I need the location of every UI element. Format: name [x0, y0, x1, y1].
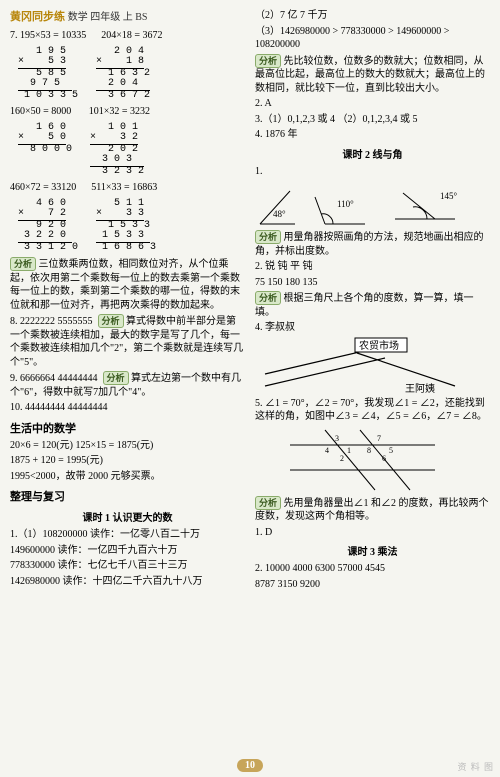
explain-2b: 分析 根据三角尺上各个角的度数，算一算，填一填。	[255, 291, 490, 319]
explain-angles: 分析 用量角器按照画角的方法，规范地画出相应的角，并标出度数。	[255, 230, 490, 258]
calc-row-3: 4 6 0 × 7 2 9 2 0 3 2 2 0 3 3 1 2 0 5 1 …	[18, 199, 245, 254]
q2: 2. A	[255, 97, 490, 111]
lesson2-title: 课时 2 线与角	[255, 146, 490, 161]
calc-row-2: 1 6 0 × 5 0 8 0 0 0 1 0 1 × 3 2 2 0 2 3 …	[18, 123, 245, 178]
svg-text:8: 8	[367, 446, 371, 455]
analysis-tag: 分析	[255, 496, 281, 510]
life-line-2: 1875 + 120 = 1995(元)	[10, 454, 245, 468]
book-header: 黄冈同步练 数学 四年级 上 BS	[10, 8, 245, 24]
q5: 5. ∠1 = 70°，∠2 = 70°，我发现∠1 = ∠2，还能找到这样的角…	[255, 397, 490, 424]
problem-10: 10. 44444444 44444444	[10, 401, 245, 415]
q1-line1: 1.（1）108200000 读作：一亿零八百二十万	[10, 528, 245, 542]
intersecting-lines: 3 1 4 2 7 5 8 6	[285, 425, 445, 495]
calc-row-1: 1 9 5 × 5 3 5 8 5 9 7 5 1 0 3 3 5 2 0 4 …	[18, 47, 245, 102]
subject-label: 数学 四年级 上 BS	[68, 12, 148, 23]
q1d: 1. D	[255, 526, 490, 540]
problem-8: 8. 2222222 5555555 分析 算式得数中前半部分是第一个乘数被连续…	[10, 314, 245, 369]
q3: 3.（1）0,1,2,3 或 4 （2）0,1,2,3,4 或 5	[255, 113, 490, 127]
watermark: 资 料 图	[457, 760, 494, 773]
wang-label: 王阿姨	[405, 382, 435, 395]
q1-line3: 778330000 读作：七亿七千八百三十三万	[10, 559, 245, 573]
q1-part2: （2）7 亿 7 千万	[255, 9, 490, 23]
svg-text:7: 7	[377, 434, 381, 443]
q1-line4: 1426980000 读作：十四亿二千六百九十八万	[10, 575, 245, 589]
svg-text:2: 2	[340, 454, 344, 463]
calc-1: 1 9 5 × 5 3 5 8 5 9 7 5 1 0 3 3 5	[18, 47, 78, 102]
explain-compare: 分析 先比较位数，位数多的数就大；位数相同，从最高位比起，最高位上的数大的数就大…	[255, 54, 490, 96]
q2d-2: 8787 3150 9200	[255, 578, 490, 592]
analysis-tag: 分析	[255, 54, 281, 68]
problem-7e: 460×72 = 33120 511×33 = 16863	[10, 181, 245, 195]
calc-5: 4 6 0 × 7 2 9 2 0 3 2 2 0 3 3 1 2 0	[18, 199, 78, 254]
svg-text:6: 6	[382, 454, 386, 463]
svg-text:5: 5	[389, 446, 393, 455]
analysis-tag: 分析	[98, 314, 124, 328]
angle-48: 48°	[273, 209, 286, 219]
lesson1-title: 课时 1 认识更大的数	[10, 509, 245, 524]
analysis-tag: 分析	[103, 371, 129, 385]
q4b: 4. 李叔叔	[255, 321, 490, 335]
svg-text:4: 4	[325, 446, 329, 455]
page-number: 10	[0, 760, 500, 771]
page-container: 黄冈同步练 数学 四年级 上 BS 7. 195×53 = 10335 204×…	[0, 0, 500, 741]
angle-diagram: 48° 110° 145°	[255, 179, 475, 229]
right-column: （2）7 亿 7 千万 （3）1426980000 > 778330000 > …	[255, 8, 490, 713]
calc-6: 5 1 1 × 3 3 1 5 3 3 1 5 3 3 1 6 8 6 3	[96, 199, 156, 254]
calc-4: 1 0 1 × 3 2 2 0 2 3 0 3 3 2 3 2	[90, 123, 144, 178]
problem-7c: 160×50 = 8000 101×32 = 3232	[10, 105, 245, 119]
q1-line2: 149600000 读作：一亿四千九百六十万	[10, 544, 245, 558]
analysis-tag: 分析	[255, 230, 281, 244]
q2b-nums: 75 150 180 135	[255, 276, 490, 290]
problem-7a: 7. 195×53 = 10335 204×18 = 3672	[10, 29, 245, 43]
svg-text:3: 3	[335, 434, 339, 443]
analysis-tag: 分析	[255, 291, 281, 305]
life-math-title: 生活中的数学	[10, 420, 245, 436]
market-diagram: 农贸市场 王阿姨	[255, 336, 475, 396]
brand-title: 黄冈同步练	[10, 11, 65, 23]
life-line-3: 1995<2000，故带 2000 元够买票。	[10, 470, 245, 484]
explain-5: 分析 先用量角器量出∠1 和∠2 的度数，再比较两个度数，发现这两个角相等。	[255, 496, 490, 524]
market-label: 农贸市场	[359, 339, 399, 352]
life-line-1: 20×6 = 120(元) 125×15 = 1875(元)	[10, 439, 245, 453]
review-title: 整理与复习	[10, 488, 245, 504]
calc-2: 2 0 4 × 1 8 1 6 3 2 2 0 4 3 6 7 2	[96, 47, 150, 102]
q2b: 2. 锐 钝 平 钝	[255, 260, 490, 274]
analysis-tag: 分析	[10, 257, 36, 271]
svg-text:1: 1	[347, 446, 351, 455]
angle-145: 145°	[440, 191, 458, 201]
lesson3-title: 课时 3 乘法	[255, 543, 490, 558]
q4: 4. 1876 年	[255, 128, 490, 142]
problem-9: 9. 6666664 44444444 分析 算式左边第一个数中有几个"6"，得…	[10, 371, 245, 399]
angles-q1: 1.	[255, 165, 490, 179]
left-column: 黄冈同步练 数学 四年级 上 BS 7. 195×53 = 10335 204×…	[10, 8, 245, 713]
q1-part3: （3）1426980000 > 778330000 > 149600000 > …	[255, 25, 490, 52]
q2d-1: 2. 10000 4000 6300 57000 4545	[255, 562, 490, 576]
explain-7: 分析 三位数乘两位数，相同数位对齐，从个位乘起，依次用第二个乘数每一位上的数去乘…	[10, 257, 245, 312]
calc-3: 1 6 0 × 5 0 8 0 0 0	[18, 123, 72, 178]
angle-110: 110°	[337, 199, 354, 209]
